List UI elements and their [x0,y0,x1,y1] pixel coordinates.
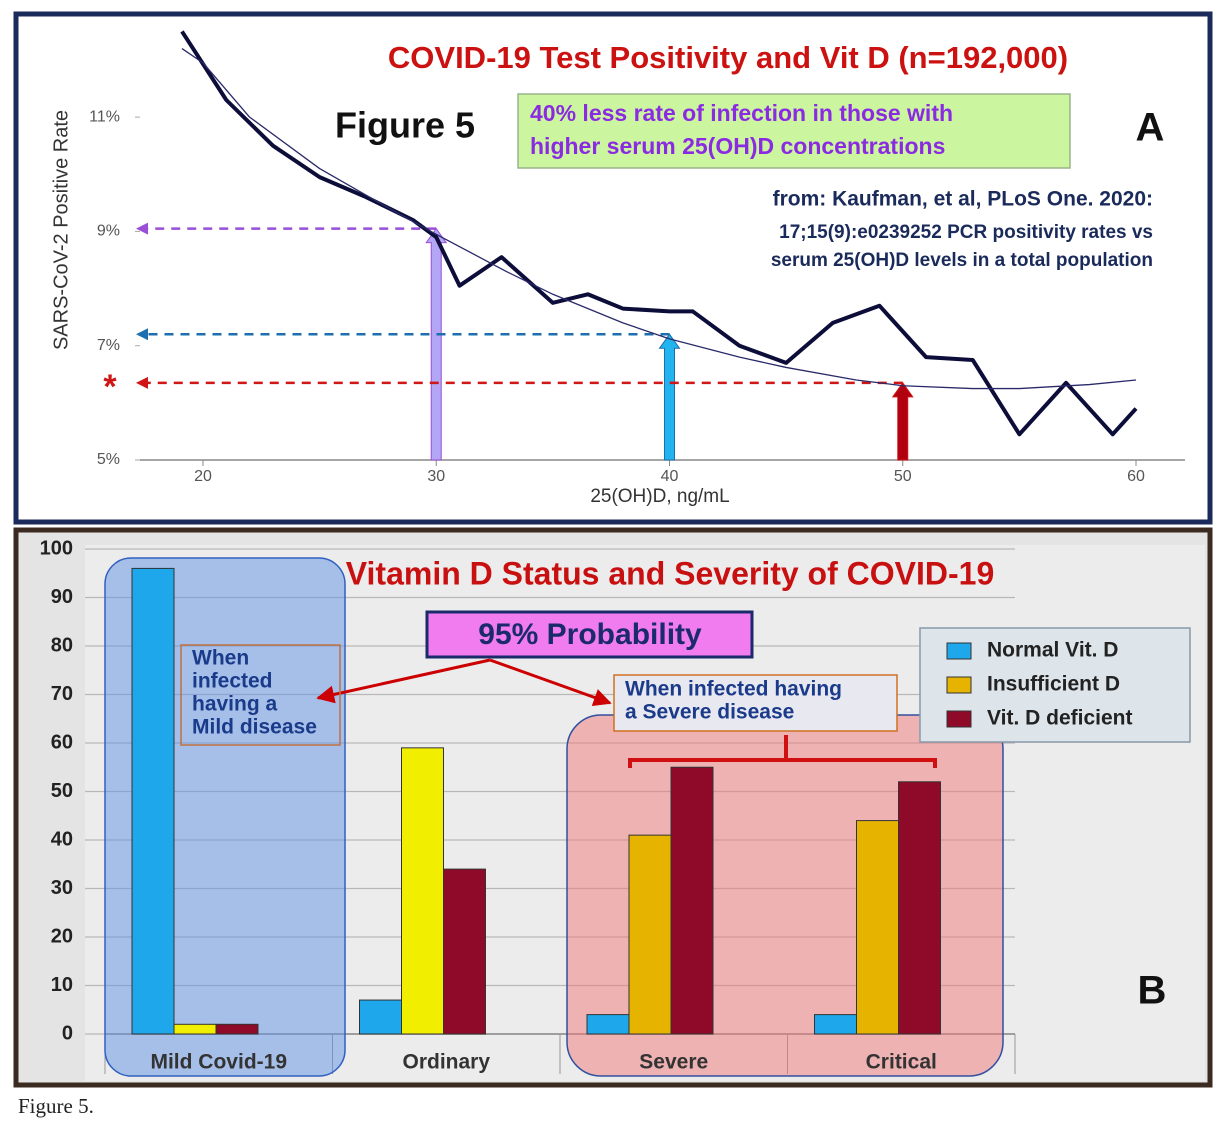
highlight-text: 40% less rate of infection in those with [530,100,953,126]
reference-marker: * [103,368,117,406]
bar [443,868,486,1035]
note-text: When [192,647,249,670]
note-text: When infected having [625,678,842,701]
highlight-box [517,93,1071,169]
bar [215,1023,259,1035]
bar [401,747,444,1035]
callout-arrow [316,658,491,704]
figure-label: Figure 5 [335,105,475,146]
y-tick-label: 20 [51,925,73,947]
data-line [180,30,1138,437]
trend-line [181,48,1137,390]
x-tick-label: 60 [1127,468,1145,485]
chart-title: COVID-19 Test Positivity and Vit D (n=19… [388,40,1068,75]
legend-swatch [946,642,972,660]
callout-box [425,610,754,659]
bar [814,1014,857,1035]
y-tick-label: 10 [51,974,73,996]
note-text: Mild disease [192,716,317,739]
y-tick-label: 0 [62,1022,73,1044]
highlight-text: higher serum 25(OH)D concentrations [530,133,945,159]
reference-arrow [658,333,681,461]
y-tick-label: 30 [51,877,73,899]
y-tick-label: 60 [51,731,73,753]
callout-text: 95% Probability [478,618,702,651]
x-tick-label: Ordinary [402,1051,490,1074]
source-text: 17;15(9):e0239252 PCR positivity rates v… [779,222,1153,243]
y-tick-label: 70 [51,683,73,705]
x-tick-label: 50 [894,468,912,485]
reference-arrow [425,227,448,461]
y-tick-label: 40 [51,828,73,850]
x-tick-label: Mild Covid-19 [150,1051,287,1074]
source-text: from: Kaufman, et al, PLoS One. 2020: [773,188,1153,211]
y-tick-label: 90 [51,586,73,608]
reference-arrow [891,381,914,461]
y-tick-label: 11% [89,108,120,125]
y-tick-label: 80 [51,634,73,656]
x-tick-label: 40 [661,468,679,485]
bar [898,781,941,1035]
reference-dash-head [136,328,148,341]
reference-dash-head [136,222,148,235]
y-tick-label: 9% [97,223,120,240]
x-tick-label: Critical [866,1051,937,1074]
chart-title: Vitamin D Status and Severity of COVID-1… [346,555,994,591]
note-text: a Severe disease [625,701,794,724]
bar [856,820,899,1035]
reference-dash-head [136,376,148,389]
y-tick-label: 5% [97,451,120,468]
bar [359,999,402,1035]
note-text: having a [192,693,278,716]
bar [131,567,175,1035]
panel-label: B [1138,969,1167,1013]
panel-label: A [1136,106,1165,150]
y-tick-label: 100 [40,537,73,559]
legend-swatch [946,710,972,728]
legend-label: Insufficient D [987,673,1120,696]
y-axis-label: SARS-CoV-2 Positive Rate [50,110,72,350]
note-text: infected [192,670,273,693]
caption: Figure 5. [18,1094,94,1118]
callout-arrow [489,658,612,707]
severe-bracket [628,735,937,768]
y-tick-label: 50 [51,780,73,802]
legend-swatch [946,676,972,694]
legend-label: Vit. D deficient [987,707,1132,730]
note-box [613,674,898,732]
x-axis-label: 25(OH)D, ng/mL [590,486,729,507]
y-tick-label: 7% [97,337,120,354]
bar [628,834,672,1035]
note-box [180,644,341,746]
source-text: serum 25(OH)D levels in a total populati… [771,250,1153,271]
x-tick-label: Severe [639,1051,708,1074]
bar [586,1014,630,1035]
bar [670,766,714,1035]
x-tick-label: 20 [194,468,212,485]
bar [173,1023,217,1035]
legend-label: Normal Vit. D [987,639,1118,662]
x-tick-label: 30 [427,468,445,485]
